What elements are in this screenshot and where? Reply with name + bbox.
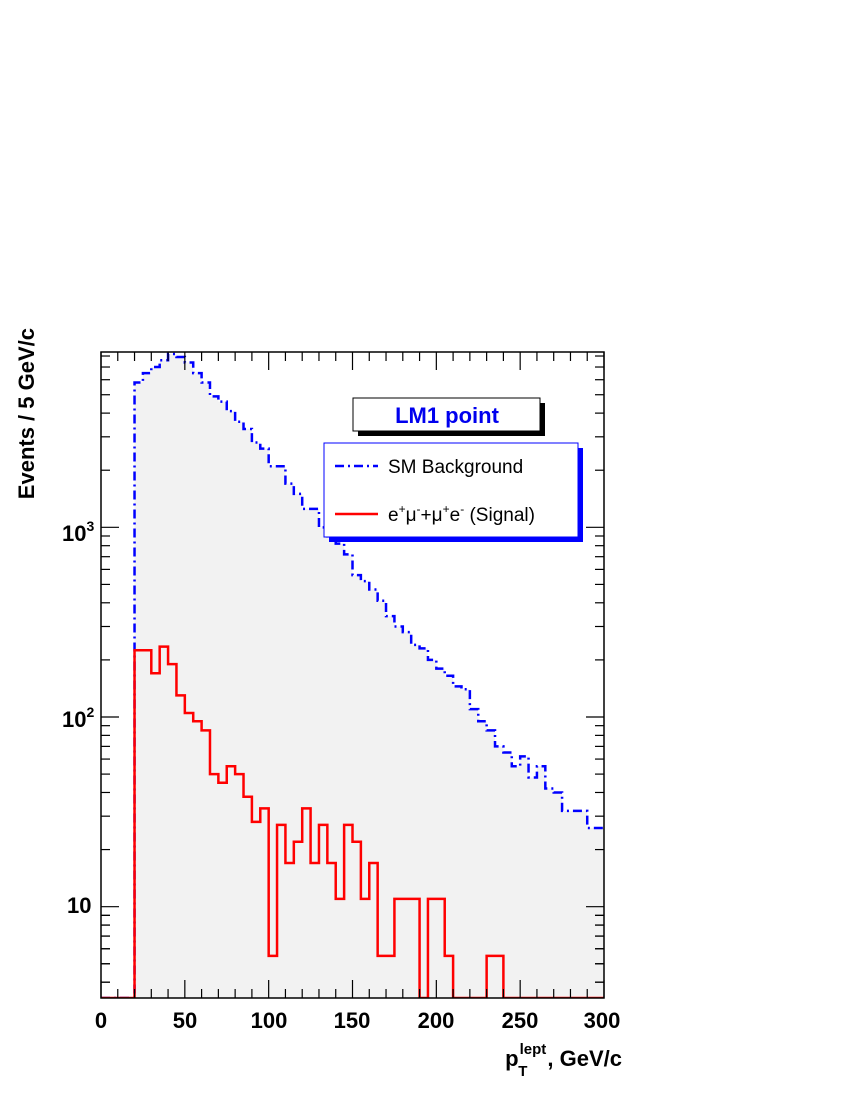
x-tick-label: 0	[95, 1008, 107, 1033]
y-axis-title: Events / 5 GeV/c	[14, 328, 39, 499]
y-tick-label: 102	[62, 704, 94, 732]
x-tick-label: 300	[584, 1008, 621, 1033]
axis-ticks	[100, 352, 605, 998]
x-tick-label: 50	[173, 1008, 197, 1033]
signal-line	[101, 645, 604, 998]
x-tick-label: 250	[502, 1008, 539, 1033]
y-tick-label: 10	[67, 893, 91, 918]
y-tick-label: 103	[62, 518, 94, 546]
sm-background-line	[101, 352, 604, 998]
y-tick-labels: 10 102 103	[62, 518, 94, 918]
legend: SM Background e+μ-+μ+e- (Signal)	[323, 442, 583, 542]
title-box: LM1 point	[352, 397, 545, 436]
legend-label-signal: e+μ-+μ+e- (Signal)	[388, 502, 535, 526]
x-tick-label: 150	[334, 1008, 371, 1033]
x-axis-title: plept T, GeV/c	[505, 1041, 622, 1080]
legend-label-background: SM Background	[388, 457, 523, 478]
chart-title: LM1 point	[395, 403, 500, 428]
sm-background-fill	[101, 353, 604, 998]
plot-area	[101, 352, 604, 998]
x-tick-label: 200	[418, 1008, 455, 1033]
x-tick-labels: 0 50 100 150 200 250 300	[95, 1008, 620, 1033]
x-tick-label: 100	[251, 1008, 288, 1033]
